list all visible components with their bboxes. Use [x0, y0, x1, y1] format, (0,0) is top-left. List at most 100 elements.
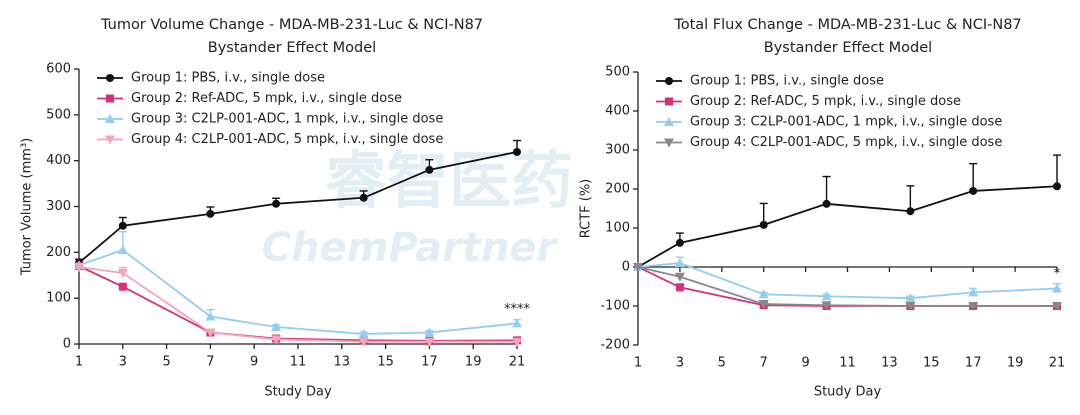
legend-label: Group 2: Ref-ADC, 5 mpk, i.v., single do… [131, 91, 402, 106]
marker [968, 302, 979, 311]
marker [675, 238, 684, 247]
x-tick-label: 21 [1049, 356, 1066, 371]
x-axis-label: Study Day [264, 385, 332, 400]
x-tick-label: 17 [965, 356, 982, 371]
legend-label: Group 4: C2LP-001-ADC, 5 mpk, i.v., sing… [131, 132, 443, 147]
marker [205, 311, 216, 321]
y-tick-label: 400 [605, 104, 630, 119]
marker [906, 207, 915, 216]
y-axis-label: RCTF (%) [579, 179, 594, 239]
x-tick-label: 7 [206, 355, 214, 370]
series-line [637, 185, 1058, 268]
legend-marker [665, 97, 673, 106]
x-tick-label: 11 [839, 356, 856, 371]
chart-subtitle: Bystander Effect Model [764, 40, 932, 56]
legend-marker [664, 138, 674, 148]
marker [358, 328, 369, 338]
x-tick-label: 11 [290, 355, 307, 370]
chart-title: Tumor Volume Change - MDA-MB-231-Luc & N… [100, 17, 483, 33]
y-tick-label: -200 [600, 338, 630, 353]
marker [822, 199, 831, 208]
marker [821, 301, 832, 311]
x-tick-label: 17 [421, 355, 438, 370]
marker [205, 328, 216, 338]
x-tick-label: 1 [75, 355, 83, 370]
marker [424, 337, 435, 347]
error-bar [906, 185, 915, 212]
x-axis-label: Study Day [814, 385, 882, 400]
legend-marker [105, 114, 115, 123]
marker [675, 283, 684, 292]
x-tick-label: 19 [1007, 356, 1024, 371]
legend-marker [665, 77, 673, 85]
marker [117, 245, 128, 255]
x-tick-label: 7 [760, 356, 768, 371]
marker [118, 221, 127, 230]
x-tick-label: 15 [923, 356, 940, 371]
x-tick-label: 13 [334, 355, 351, 370]
marker [358, 337, 369, 347]
x-tick-label: 21 [509, 355, 526, 370]
x-tick-label: 3 [676, 356, 684, 371]
legend-label: Group 1: PBS, i.v., single dose [690, 74, 884, 89]
error-bar [822, 175, 831, 204]
y-tick-label: 0 [63, 337, 71, 352]
legend-label: Group 2: Ref-ADC, 5 mpk, i.v., single do… [690, 94, 961, 109]
marker [206, 209, 215, 218]
y-tick-label: 500 [605, 65, 630, 80]
marker [968, 287, 979, 297]
chart-subtitle: Bystander Effect Model [208, 40, 376, 56]
marker [117, 268, 128, 278]
legend-label: Group 1: PBS, i.v., single dose [131, 71, 325, 86]
legend-label: Group 4: C2LP-001-ADC, 5 mpk, i.v., sing… [690, 135, 1002, 150]
legend-label: Group 3: C2LP-001-ADC, 1 mpk, i.v., sing… [131, 112, 443, 127]
y-tick-label: -100 [600, 299, 630, 314]
x-tick-label: 5 [162, 355, 170, 370]
annotation: **** [504, 302, 531, 317]
chart-title: Total Flux Change - MDA-MB-231-Luc & NCI… [673, 17, 1021, 33]
marker [1052, 302, 1062, 311]
marker [1053, 182, 1061, 191]
marker [905, 293, 916, 303]
marker [758, 289, 769, 299]
marker [74, 263, 84, 272]
y-tick-label: 300 [605, 143, 630, 158]
x-tick-label: 13 [881, 356, 898, 371]
marker [425, 165, 434, 174]
y-tick-label: 500 [46, 107, 71, 122]
y-tick-label: 300 [46, 199, 71, 214]
marker [272, 199, 281, 208]
marker [512, 337, 522, 347]
y-tick-label: 100 [605, 221, 630, 236]
marker [969, 186, 978, 195]
marker [271, 322, 282, 332]
marker [1052, 283, 1062, 293]
watermark: 睿智医药 [325, 144, 573, 217]
marker [821, 291, 832, 301]
x-tick-label: 1 [634, 356, 642, 371]
marker [674, 272, 685, 282]
marker [759, 220, 768, 229]
legend-marker [105, 135, 115, 145]
x-tick-label: 3 [119, 355, 127, 370]
marker [424, 327, 435, 337]
y-tick-label: 100 [46, 291, 71, 306]
x-tick-label: 9 [250, 355, 258, 370]
x-tick-label: 19 [465, 355, 482, 370]
y-tick-label: 200 [46, 245, 71, 260]
y-tick-label: 600 [46, 62, 71, 77]
legend-label: Group 3: C2LP-001-ADC, 1 mpk, i.v., sing… [690, 115, 1002, 130]
y-axis-label: Tumor Volume (mm³) [20, 138, 35, 276]
marker [512, 318, 522, 328]
legend-marker [106, 94, 114, 103]
y-tick-label: 400 [46, 153, 71, 168]
x-tick-label: 5 [718, 356, 726, 371]
x-tick-label: 15 [377, 355, 394, 370]
marker [118, 282, 127, 291]
marker [758, 300, 769, 310]
marker [633, 263, 643, 272]
marker [513, 147, 521, 156]
series-line [637, 266, 1057, 307]
legend-marker [664, 117, 674, 126]
